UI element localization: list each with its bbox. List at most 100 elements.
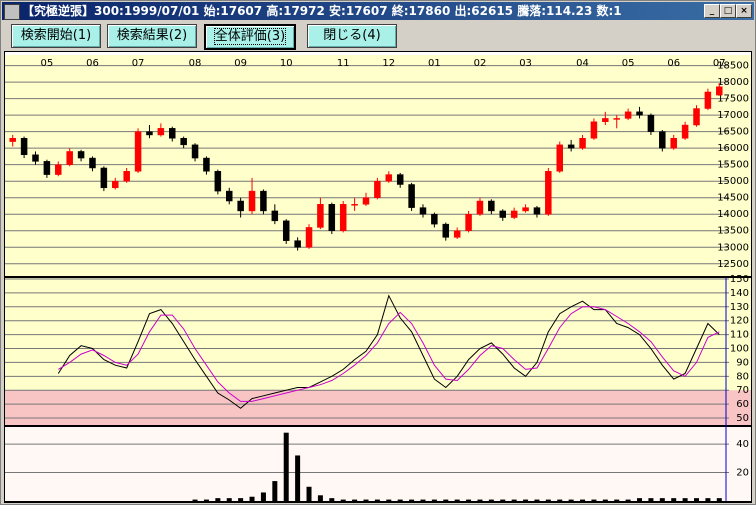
- candle-body: [339, 204, 347, 231]
- indicator-line: [57, 294, 720, 409]
- volume-bar: [226, 498, 232, 501]
- y-tick-label: 100: [730, 344, 749, 355]
- volume-bar: [317, 495, 323, 501]
- candle-body: [396, 174, 404, 185]
- x-tick-label: 07: [132, 58, 145, 69]
- volume-bar: [306, 486, 312, 501]
- x-tick-label: 10: [280, 58, 293, 69]
- candle-body: [100, 167, 108, 189]
- candle-body: [191, 144, 199, 159]
- volume-bar: [511, 499, 517, 501]
- y-tick-label: 12500: [717, 259, 749, 270]
- candle-body: [55, 164, 62, 175]
- minimize-button[interactable]: _: [704, 4, 720, 18]
- candle-body: [317, 204, 324, 228]
- candle-body: [203, 157, 210, 172]
- button-label: 閉じる(4): [323, 28, 381, 43]
- candle-body: [374, 180, 381, 198]
- volume-bar: [705, 498, 711, 501]
- x-tick-label: 03: [519, 58, 532, 69]
- y-tick-label: 150: [730, 274, 749, 285]
- volume-bar: [568, 499, 574, 501]
- x-tick-label: 04: [576, 58, 589, 69]
- candle-body: [716, 86, 723, 96]
- candle-body: [237, 200, 244, 212]
- candle-body: [693, 108, 700, 126]
- y-tick-label: 14000: [717, 209, 749, 220]
- volume-bar: [648, 498, 654, 501]
- x-tick-label: 06: [86, 58, 99, 69]
- candle-body: [545, 171, 552, 215]
- panel-background: [5, 55, 751, 276]
- candle-body: [385, 174, 393, 182]
- y-tick-label: 17500: [717, 94, 749, 105]
- y-tick-label: 13500: [717, 226, 749, 237]
- candle-body: [510, 210, 518, 218]
- candle-body: [260, 190, 267, 212]
- volume-bar: [295, 455, 301, 501]
- candle-body: [522, 207, 529, 212]
- y-tick-label: 70: [736, 385, 749, 396]
- y-tick-label: 60: [736, 399, 749, 410]
- volume-bar: [397, 499, 403, 501]
- candle-body: [681, 124, 689, 139]
- volume-bar: [272, 481, 278, 501]
- close-button[interactable]: ×: [736, 4, 752, 18]
- volume-bar: [283, 432, 289, 501]
- y-tick-label: 120: [730, 316, 749, 327]
- x-tick-label: 09: [234, 58, 247, 69]
- candle-body: [43, 161, 51, 175]
- candle-body: [305, 227, 313, 248]
- volume-bar: [192, 499, 198, 501]
- x-tick-label: 06: [667, 58, 680, 69]
- candle-body: [533, 207, 541, 215]
- candle-body: [134, 131, 142, 172]
- volume-bar: [671, 498, 677, 501]
- volume-bar: [637, 498, 643, 501]
- candle-body: [157, 128, 165, 136]
- candle-body: [225, 190, 233, 202]
- candle-body: [647, 114, 655, 132]
- search-result-button[interactable]: 検索結果(2): [107, 24, 197, 48]
- candle-body: [77, 151, 85, 159]
- candle-body: [282, 220, 290, 241]
- candle-body: [9, 137, 16, 142]
- volume-bar: [694, 498, 700, 501]
- button-label: 全体評価(3): [213, 28, 287, 45]
- candle-body: [704, 91, 712, 109]
- panel-background: [5, 427, 751, 501]
- candle-body: [590, 121, 598, 139]
- volume-bar: [659, 498, 665, 501]
- x-tick-label: 01: [428, 58, 441, 69]
- x-tick-label: 02: [474, 58, 487, 69]
- overall-eval-button[interactable]: 全体評価(3): [204, 24, 296, 50]
- volume-bar: [352, 499, 358, 501]
- candle-body: [453, 230, 461, 238]
- volume-bar: [409, 499, 415, 501]
- search-start-button[interactable]: 検索開始(1): [11, 24, 101, 48]
- candle-body: [556, 144, 563, 172]
- volume-bar: [249, 496, 255, 501]
- volume-bar: [682, 498, 688, 501]
- shaded-zone: [5, 390, 751, 425]
- volume-bar: [580, 499, 586, 501]
- candle-body: [624, 111, 632, 119]
- x-tick-label: 08: [189, 58, 202, 69]
- y-tick-label: 15500: [717, 160, 749, 171]
- y-tick-label: 14500: [717, 193, 749, 204]
- candle-body: [89, 157, 96, 169]
- candle-body: [328, 204, 336, 231]
- y-tick-label: 50: [736, 413, 749, 424]
- candle-body: [602, 118, 609, 122]
- candle-body: [636, 111, 643, 116]
- close-window-button[interactable]: 閉じる(4): [307, 24, 397, 48]
- candle-body: [248, 190, 256, 212]
- candle-body: [442, 223, 450, 238]
- candle-body: [169, 128, 176, 139]
- volume-bar: [203, 499, 209, 501]
- maximize-button[interactable]: □: [720, 4, 736, 18]
- volume-bar: [466, 499, 472, 501]
- candle-body: [499, 210, 507, 218]
- x-tick-label: 12: [382, 58, 395, 69]
- candle-body: [32, 154, 39, 162]
